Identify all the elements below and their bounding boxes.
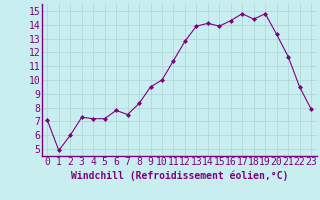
X-axis label: Windchill (Refroidissement éolien,°C): Windchill (Refroidissement éolien,°C) — [70, 170, 288, 181]
